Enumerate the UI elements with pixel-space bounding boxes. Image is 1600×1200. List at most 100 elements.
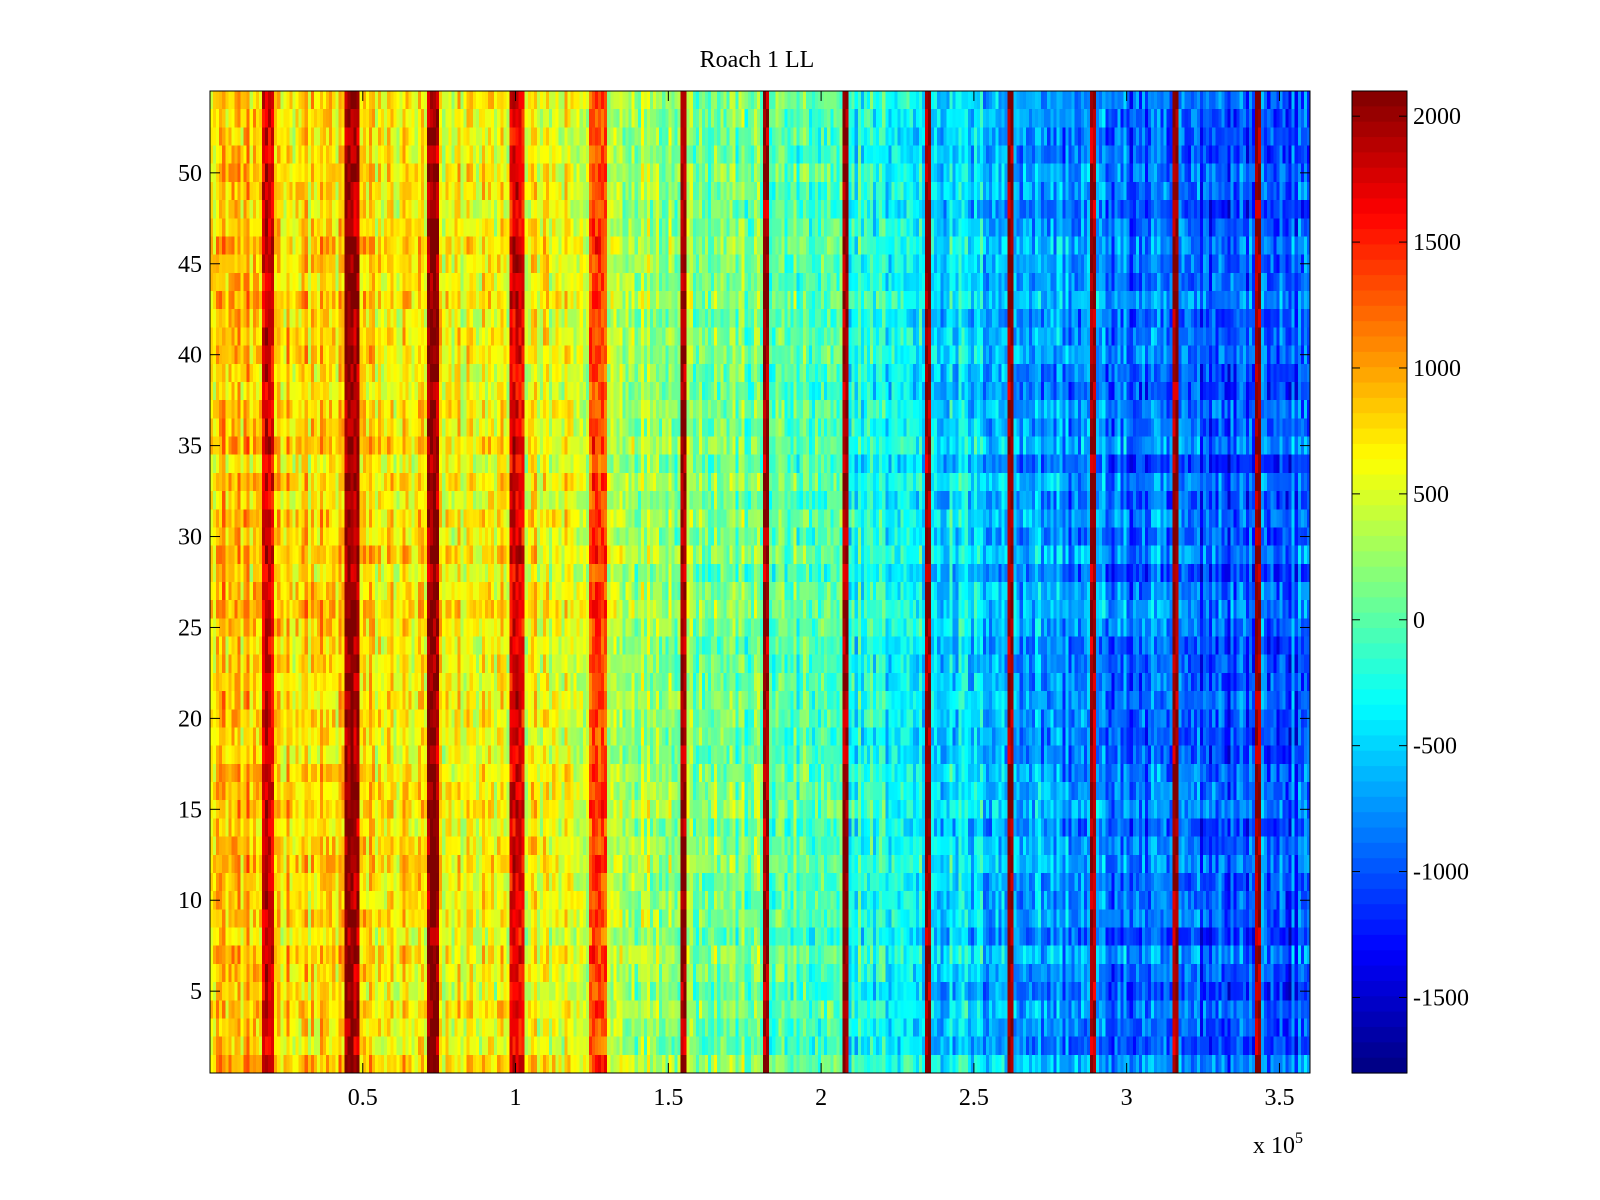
colorbar-swatch [1352, 367, 1407, 384]
colorbar-tick-label: 1500 [1413, 230, 1461, 256]
colorbar-swatch [1352, 137, 1407, 153]
colorbar-swatch [1352, 858, 1407, 875]
colorbar-swatch [1352, 704, 1407, 721]
colorbar-swatch [1352, 382, 1407, 399]
colorbar-swatch [1352, 183, 1407, 200]
x-tick-label: 3.5 [1264, 1085, 1294, 1111]
colorbar-swatch [1352, 198, 1407, 215]
colorbar-swatch [1352, 213, 1407, 230]
colorbar-frame [1351, 90, 1408, 1074]
colorbar-swatch [1352, 904, 1407, 921]
colorbar-swatch [1352, 566, 1407, 583]
colorbar-swatch [1352, 229, 1407, 246]
colorbar-swatch [1352, 505, 1407, 522]
colorbar-swatch [1352, 842, 1407, 859]
colorbar-swatch [1352, 750, 1407, 767]
colorbar-swatch [1352, 873, 1407, 890]
colorbar-swatch [1352, 612, 1407, 629]
colorbar-swatch [1352, 1026, 1407, 1043]
colorbar-tick-label: 1000 [1413, 356, 1461, 382]
y-tick-label: 40 [178, 343, 202, 369]
colorbar-swatch [1352, 259, 1407, 276]
colorbar-swatch [1352, 551, 1407, 568]
colorbar-swatch [1352, 290, 1407, 307]
x-axis: 0.5 1 1.5 2 2.5 3 3.5 [348, 91, 1294, 1111]
colorbar [1352, 91, 1407, 1074]
colorbar-swatch [1352, 428, 1407, 445]
colorbar-swatch [1352, 152, 1407, 169]
y-tick-label: 25 [178, 615, 202, 641]
colorbar-swatch [1352, 489, 1407, 506]
colorbar-swatch [1352, 336, 1407, 353]
colorbar-swatch [1352, 106, 1407, 123]
chart-title: Roach 1 LL [700, 47, 815, 73]
colorbar-swatch [1352, 351, 1407, 368]
colorbar-tick-label: 500 [1413, 482, 1449, 508]
colorbar-tick-label: -1000 [1413, 860, 1469, 886]
colorbar-swatch [1352, 121, 1407, 138]
y-axis: 5 10 15 20 25 30 35 40 45 50 [178, 161, 1310, 1005]
heatmap [210, 91, 1310, 1073]
colorbar-swatch [1352, 980, 1407, 997]
y-tick-label: 50 [178, 161, 202, 187]
x-tick-label: 1 [510, 1085, 522, 1111]
colorbar-swatch [1352, 812, 1407, 829]
x-tick-label: 0.5 [348, 1085, 378, 1111]
colorbar-swatch [1352, 996, 1407, 1013]
colorbar-swatch [1352, 91, 1407, 107]
colorbar-swatch [1352, 474, 1407, 491]
y-tick-label: 30 [178, 525, 202, 551]
colorbar-swatch [1352, 919, 1407, 936]
plot-frame [209, 90, 1311, 1074]
colorbar-swatch [1352, 781, 1407, 798]
y-tick-label: 35 [178, 434, 202, 460]
colorbar-swatch [1352, 720, 1407, 737]
colorbar-swatch [1352, 628, 1407, 644]
heatmap-image [210, 91, 1310, 1073]
x-tick-label: 1.5 [653, 1085, 683, 1111]
y-tick-label: 20 [178, 706, 202, 732]
colorbar-swatch [1352, 674, 1407, 691]
y-tick-label: 10 [178, 888, 202, 914]
colorbar-swatch [1352, 167, 1407, 184]
colorbar-swatch [1352, 1042, 1407, 1059]
x-tick-label: 2.5 [959, 1085, 989, 1111]
colorbar-swatch [1352, 459, 1407, 476]
x-tick-label: 3 [1121, 1085, 1133, 1111]
colorbar-swatch [1352, 766, 1407, 783]
colorbar-swatch [1352, 796, 1407, 813]
colorbar-swatch [1352, 827, 1407, 844]
colorbar-swatch [1352, 1057, 1407, 1074]
colorbar-swatch [1352, 244, 1407, 261]
x-exponent-power: 5 [1295, 1130, 1303, 1147]
colorbar-swatch [1352, 443, 1407, 460]
colorbar-swatch [1352, 520, 1407, 537]
colorbar-tick-label: -500 [1413, 734, 1457, 760]
y-tick-label: 5 [190, 979, 202, 1005]
colorbar-tick-label: 2000 [1413, 104, 1461, 130]
colorbar-swatch [1352, 535, 1407, 552]
colorbar-swatch [1352, 888, 1407, 905]
x-exponent-prefix: x 10 [1253, 1133, 1295, 1159]
colorbar-swatch [1352, 321, 1407, 338]
colorbar-tick-label: 0 [1413, 608, 1425, 634]
y-tick-label: 15 [178, 797, 202, 823]
colorbar-swatch [1352, 597, 1407, 614]
colorbar-swatch [1352, 934, 1407, 951]
colorbar-ticks: 2000 1500 1000 500 0 -500 -1000 -1500 [1352, 104, 1469, 1011]
colorbar-swatch [1352, 950, 1407, 967]
x-exponent-label: x 105 [1253, 1130, 1303, 1159]
colorbar-swatch [1352, 582, 1407, 598]
colorbar-swatch [1352, 305, 1407, 322]
colorbar-swatch [1352, 397, 1407, 414]
colorbar-swatch [1352, 658, 1407, 675]
colorbar-swatch [1352, 965, 1407, 982]
colorbar-swatch [1352, 735, 1407, 752]
colorbar-tick-label: -1500 [1413, 985, 1469, 1011]
colorbar-swatch [1352, 689, 1407, 706]
x-tick-label: 2 [815, 1085, 827, 1111]
y-tick-label: 45 [178, 252, 202, 278]
colorbar-swatch [1352, 1011, 1407, 1028]
colorbar-swatch [1352, 275, 1407, 292]
